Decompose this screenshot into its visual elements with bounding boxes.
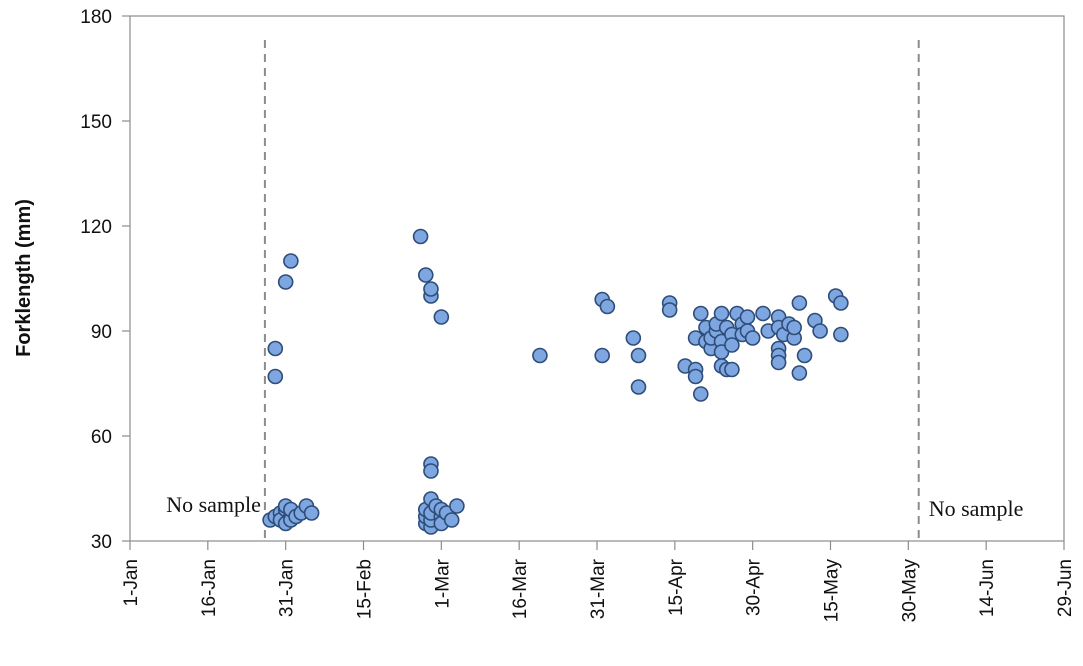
data-point bbox=[812, 323, 828, 339]
data-point bbox=[770, 354, 787, 371]
data-point bbox=[692, 305, 709, 322]
y-tick-labels: 30 60 90 120 150 180 bbox=[80, 7, 112, 553]
data-point bbox=[744, 330, 761, 346]
data-point bbox=[630, 347, 647, 364]
no-sample-label: No sample bbox=[166, 492, 261, 517]
data-point bbox=[417, 267, 434, 283]
no-sample-label: No sample bbox=[929, 496, 1024, 521]
y-tick-label: 150 bbox=[80, 112, 112, 133]
data-point bbox=[423, 281, 439, 297]
data-points bbox=[262, 228, 849, 535]
data-point bbox=[833, 326, 849, 343]
data-point bbox=[303, 505, 320, 521]
x-tick-label: 16-Jan bbox=[199, 559, 220, 617]
data-point bbox=[786, 319, 802, 336]
data-point bbox=[724, 361, 740, 378]
data-point bbox=[713, 305, 730, 322]
y-tick-label: 90 bbox=[91, 322, 112, 343]
data-point bbox=[594, 347, 610, 364]
data-point bbox=[791, 295, 808, 311]
data-point bbox=[661, 302, 678, 318]
y-tick-label: 180 bbox=[80, 7, 112, 28]
reference-lines: No sample No sample bbox=[166, 40, 1023, 541]
data-point bbox=[687, 368, 704, 385]
data-point bbox=[267, 340, 284, 357]
y-axis-title: Forklength (mm) bbox=[13, 199, 35, 357]
data-point bbox=[739, 309, 756, 325]
y-tick-label: 30 bbox=[91, 532, 112, 553]
y-tick-label: 120 bbox=[80, 217, 112, 238]
data-point bbox=[283, 253, 299, 269]
x-tick-label: 15-May bbox=[822, 559, 843, 623]
data-point bbox=[724, 337, 740, 353]
data-point bbox=[277, 274, 294, 290]
x-tick-label: 29-Jun bbox=[1055, 559, 1076, 617]
data-point bbox=[833, 295, 849, 311]
data-point bbox=[532, 347, 548, 364]
x-tick-label: 15-Feb bbox=[355, 559, 376, 619]
x-tick-label: 16-Mar bbox=[510, 558, 531, 619]
x-tick-label: 15-Apr bbox=[666, 558, 687, 616]
data-point bbox=[449, 498, 465, 514]
data-point bbox=[443, 512, 460, 528]
x-tick-label: 31-Jan bbox=[277, 559, 298, 617]
y-tick-label: 60 bbox=[91, 427, 112, 448]
axes bbox=[122, 15, 1065, 550]
data-point bbox=[412, 228, 429, 245]
x-tick-label: 1-Mar bbox=[432, 558, 453, 608]
data-point bbox=[692, 386, 709, 402]
data-point bbox=[599, 298, 616, 315]
data-point bbox=[755, 305, 771, 322]
x-tick-label: 31-Mar bbox=[588, 558, 609, 619]
x-tick-labels: 1-Jan 16-Jan 31-Jan 15-Feb 1-Mar 16-Mar 31-Mar… bbox=[121, 558, 1076, 622]
data-point bbox=[630, 379, 647, 395]
data-point bbox=[796, 347, 813, 364]
x-tick-label: 30-May bbox=[899, 559, 920, 623]
x-tick-label: 14-Jun bbox=[977, 559, 998, 617]
x-tick-label: 1-Jan bbox=[121, 559, 142, 607]
data-point bbox=[433, 309, 450, 325]
data-point bbox=[791, 365, 808, 381]
plot-frame bbox=[129, 15, 1065, 542]
data-point bbox=[423, 463, 439, 479]
data-point bbox=[625, 330, 642, 346]
x-tick-label: 30-Apr bbox=[744, 558, 765, 616]
data-point bbox=[267, 368, 284, 385]
